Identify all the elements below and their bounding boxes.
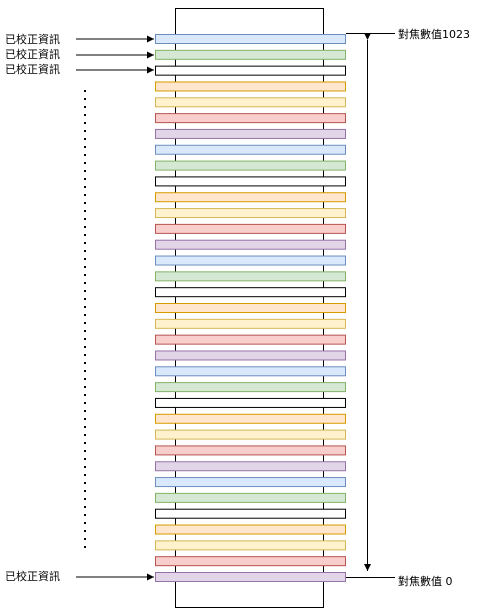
left-arrows (76, 35, 154, 581)
calibration-bar-16 (155, 271, 346, 282)
calibration-bar-15 (155, 255, 346, 266)
focus-value-max-label: 對焦數值1023 (398, 27, 470, 41)
calibration-bar-8 (155, 144, 346, 155)
label-calibrated-2: 已校正資訊 (5, 47, 60, 61)
calibration-bar-27 (155, 445, 346, 456)
calibration-bar-13 (155, 223, 346, 234)
calibration-bar-24 (155, 397, 346, 408)
calibration-bar-19 (155, 318, 346, 329)
label-calibrated-3: 已校正資訊 (5, 62, 60, 76)
focus-value-min-label: 對焦數值 0 (398, 574, 453, 588)
calibration-bar-30 (155, 492, 346, 503)
calibration-bar-25 (155, 413, 346, 424)
calibration-bar-35 (155, 572, 346, 582)
calibration-bar-31 (155, 508, 346, 519)
calibration-bar-28 (155, 461, 346, 472)
calibration-bar-34 (155, 556, 346, 567)
label-calibrated-4: 已校正資訊 (5, 569, 60, 583)
calibration-bar-18 (155, 303, 346, 313)
calibration-bar-20 (155, 334, 346, 345)
calibration-bar-23 (155, 382, 346, 393)
calibration-bar-2 (155, 49, 346, 60)
calibration-bar-10 (155, 176, 346, 187)
calibration-bars (155, 34, 346, 582)
calibration-bar-7 (155, 128, 346, 139)
calibration-bar-21 (155, 350, 346, 361)
calibration-bar-5 (155, 97, 346, 108)
calibration-bar-32 (155, 524, 346, 535)
calibration-bar-4 (155, 81, 346, 92)
calibration-bar-11 (155, 192, 346, 203)
calibration-bar-1 (155, 34, 346, 44)
calibration-bar-6 (155, 113, 346, 124)
calibration-bar-17 (155, 287, 346, 298)
calibration-bar-26 (155, 429, 346, 440)
calibration-bar-33 (155, 540, 346, 551)
label-calibrated-1: 已校正資訊 (5, 32, 60, 46)
calibration-bar-14 (155, 239, 346, 250)
calibration-bar-22 (155, 366, 346, 377)
calibration-bar-9 (155, 160, 346, 171)
calibration-bar-3 (155, 65, 346, 76)
calibration-bar-12 (155, 208, 346, 219)
calibration-bar-29 (155, 477, 346, 488)
